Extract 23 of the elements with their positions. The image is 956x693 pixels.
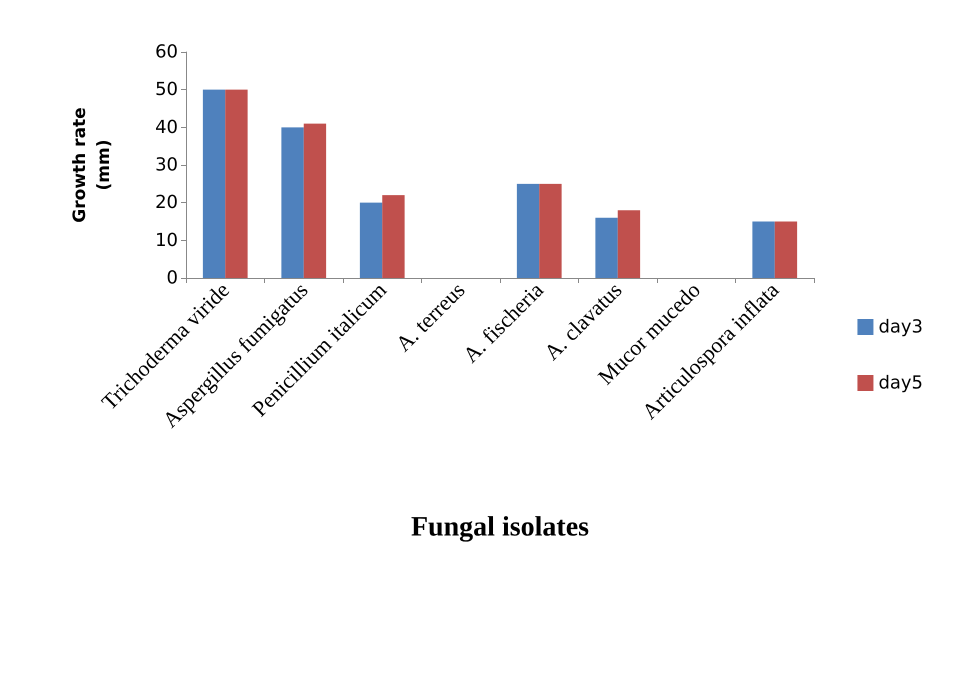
y-axis-title: Growth rate (mm) <box>70 107 114 223</box>
legend-label: day5 <box>878 372 923 394</box>
bar <box>752 222 775 278</box>
bar <box>774 222 798 278</box>
y-tick-label: 50 <box>155 79 178 100</box>
bar <box>516 184 540 278</box>
bar <box>281 127 304 278</box>
bar <box>304 124 326 278</box>
y-tick-label: 60 <box>155 42 178 62</box>
legend-label: day3 <box>878 316 923 338</box>
bar <box>202 90 226 278</box>
y-tick-label: 40 <box>155 116 178 138</box>
y-tick-label: 0 <box>166 268 178 288</box>
bar <box>618 210 640 278</box>
y-tick-label: 20 <box>155 192 178 214</box>
y-tick-label: 30 <box>155 154 178 176</box>
x-axis-title: Fungal isolates <box>410 512 590 542</box>
bar <box>539 184 562 278</box>
bar <box>382 195 405 278</box>
bar <box>225 90 248 278</box>
y-tick-label: 10 <box>155 230 178 251</box>
bar <box>595 218 618 278</box>
bar <box>360 202 382 278</box>
